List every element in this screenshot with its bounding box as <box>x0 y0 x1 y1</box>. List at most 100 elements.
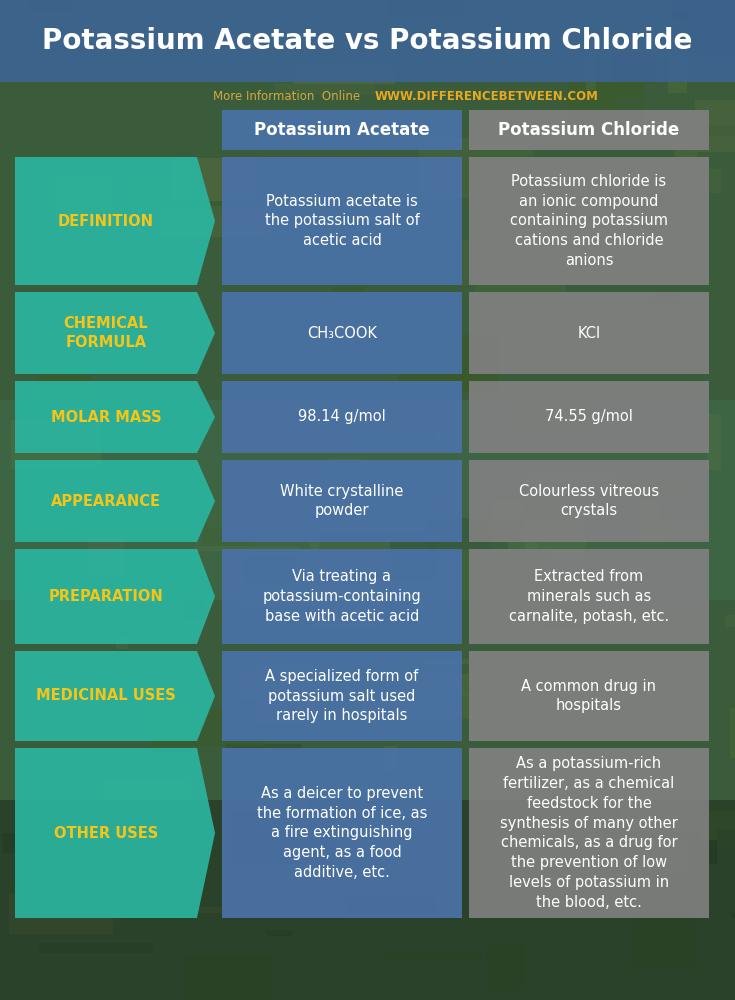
Text: CHEMICAL
FORMULA: CHEMICAL FORMULA <box>64 316 148 350</box>
Bar <box>222 549 462 644</box>
Bar <box>128 180 241 209</box>
Bar <box>583 214 605 265</box>
Bar <box>222 748 462 918</box>
Bar <box>257 666 315 723</box>
Text: APPEARANCE: APPEARANCE <box>51 493 161 508</box>
Text: Potassium Acetate vs Potassium Chloride: Potassium Acetate vs Potassium Chloride <box>43 27 692 55</box>
Bar <box>398 335 499 392</box>
Bar <box>695 354 735 396</box>
Text: KCl: KCl <box>578 326 600 340</box>
Bar <box>612 34 653 84</box>
Bar <box>222 292 462 374</box>
Text: As a potassium-rich
fertilizer, as a chemical
feedstock for the
synthesis of man: As a potassium-rich fertilizer, as a che… <box>500 756 678 910</box>
Polygon shape <box>15 748 215 918</box>
Bar <box>456 894 510 927</box>
Text: A common drug in
hospitals: A common drug in hospitals <box>522 679 656 713</box>
Bar <box>469 157 709 285</box>
Bar <box>266 930 293 936</box>
Bar <box>238 672 267 700</box>
Bar <box>365 470 427 527</box>
Polygon shape <box>15 460 215 542</box>
Bar <box>200 383 290 416</box>
Bar <box>207 505 323 529</box>
Bar <box>506 400 601 427</box>
Bar <box>725 615 735 627</box>
Bar <box>732 913 735 918</box>
Text: OTHER USES: OTHER USES <box>54 826 158 840</box>
Text: CH₃COOK: CH₃COOK <box>307 326 377 340</box>
Polygon shape <box>15 651 215 741</box>
Bar <box>0 400 735 600</box>
Bar <box>658 169 721 193</box>
Bar <box>638 492 660 541</box>
Bar <box>496 192 609 200</box>
Bar <box>194 907 250 913</box>
Bar <box>483 208 505 259</box>
Polygon shape <box>15 549 215 644</box>
Bar <box>518 503 571 537</box>
Polygon shape <box>15 292 215 374</box>
Bar <box>415 674 478 696</box>
Bar <box>587 41 596 90</box>
Bar <box>203 472 315 498</box>
Bar <box>427 518 525 553</box>
Text: Potassium acetate is
the potassium salt of
acetic acid: Potassium acetate is the potassium salt … <box>265 194 420 248</box>
Bar <box>476 195 538 224</box>
Bar <box>243 565 327 607</box>
Bar <box>385 953 483 961</box>
Bar <box>331 284 365 306</box>
Bar <box>205 31 260 44</box>
Bar <box>650 290 678 303</box>
Text: PREPARATION: PREPARATION <box>49 589 163 604</box>
Bar <box>469 381 709 453</box>
Bar <box>105 314 140 365</box>
Bar <box>195 546 299 551</box>
Bar <box>621 782 704 832</box>
Bar <box>417 659 516 664</box>
Bar <box>668 45 687 93</box>
Bar <box>528 155 592 175</box>
Bar <box>419 138 533 198</box>
Bar <box>347 897 436 915</box>
Bar <box>38 371 93 394</box>
Text: White crystalline
powder: White crystalline powder <box>280 484 404 518</box>
Bar <box>254 753 358 796</box>
Bar <box>362 691 469 719</box>
Polygon shape <box>15 381 215 453</box>
Bar <box>115 637 128 649</box>
Text: MOLAR MASS: MOLAR MASS <box>51 410 161 424</box>
Bar <box>620 97 686 127</box>
Bar <box>222 460 462 542</box>
Bar <box>469 110 709 150</box>
Bar <box>0 800 735 1000</box>
Bar <box>275 83 376 95</box>
Text: DEFINITION: DEFINITION <box>58 214 154 229</box>
Bar <box>492 36 553 73</box>
Bar <box>490 518 587 560</box>
Text: A specialized form of
potassium salt used
rarely in hospitals: A specialized form of potassium salt use… <box>265 669 419 723</box>
Bar <box>158 206 271 237</box>
Bar <box>469 549 709 644</box>
Bar <box>717 829 735 887</box>
Bar <box>294 66 395 84</box>
Bar <box>104 779 191 829</box>
Bar <box>182 955 273 1000</box>
Bar <box>351 471 453 485</box>
Bar <box>570 856 584 899</box>
Bar <box>150 710 266 746</box>
Bar <box>350 190 439 203</box>
Text: As a deicer to prevent
the formation of ice, as
a fire extinguishing
agent, as a: As a deicer to prevent the formation of … <box>257 786 427 880</box>
Bar <box>310 540 390 574</box>
Bar <box>706 414 721 470</box>
Bar <box>509 529 538 568</box>
Bar <box>88 537 123 578</box>
Bar <box>332 31 345 69</box>
Bar <box>655 840 717 864</box>
Text: Colourless vitreous
crystals: Colourless vitreous crystals <box>519 484 659 518</box>
Text: 74.55 g/mol: 74.55 g/mol <box>545 410 633 424</box>
Bar <box>307 784 375 819</box>
Bar <box>72 0 190 12</box>
Bar <box>526 473 617 482</box>
Bar <box>672 11 689 20</box>
Bar <box>88 356 112 371</box>
